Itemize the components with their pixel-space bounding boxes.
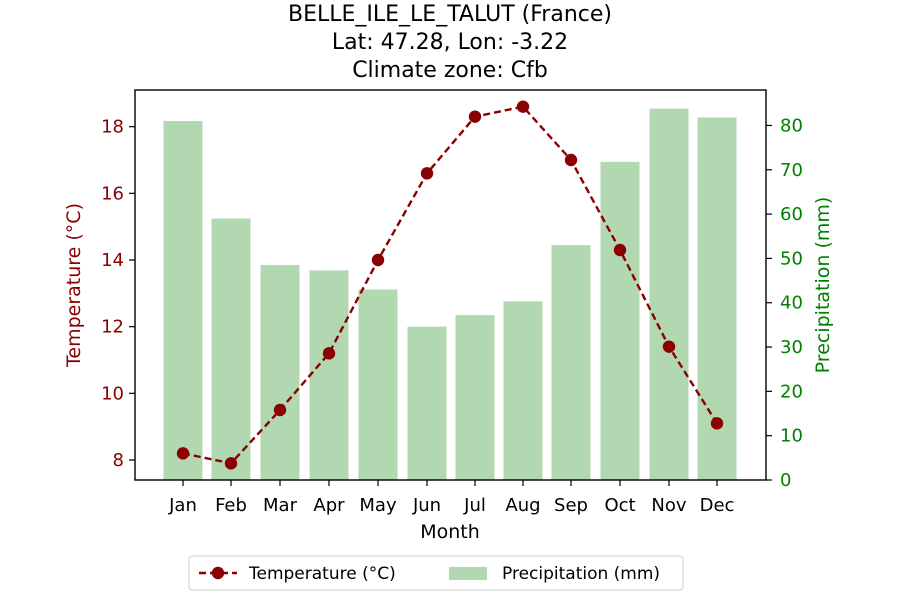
temperature-point-may: [371, 253, 385, 267]
precipitation-tick-label: 30: [780, 337, 803, 358]
temperature-line: [182, 105, 719, 465]
precipitation-bar-mar: [260, 265, 300, 480]
temperature-tick-label: 8: [113, 450, 124, 471]
month-tick-label: Aug: [505, 495, 540, 516]
legend-precipitation-label: Precipitation (mm): [502, 564, 660, 584]
month-tick-label: Nov: [651, 495, 686, 516]
temperature-point-nov: [662, 340, 676, 353]
chart-title-line-3: Climate zone: Cfb: [352, 58, 548, 83]
legend-box: [188, 555, 684, 591]
month-tick-label: Sep: [554, 495, 588, 516]
chart-title-line-1: BELLE_ILE_LE_TALUT (France): [288, 2, 612, 27]
precipitation-tick-label: 20: [780, 381, 803, 402]
temperature-tick-label: 16: [101, 183, 124, 204]
temperature-point-jan: [176, 447, 190, 460]
precipitation-bar-oct: [600, 161, 640, 480]
temperature-tick-label: 18: [101, 117, 124, 138]
precipitation-tick-label: 60: [780, 204, 803, 225]
month-tick-label: Oct: [604, 495, 635, 516]
plot-frame: [134, 89, 767, 481]
temperature-point-jun: [420, 167, 434, 180]
temperature-series: [176, 100, 724, 470]
precipitation-bar-jan: [163, 121, 203, 480]
legend: Temperature (°C) Precipitation (mm): [188, 555, 684, 591]
precipitation-tick-label: 0: [780, 470, 791, 491]
precipitation-bar-apr: [309, 270, 349, 480]
temperature-point-sep: [564, 153, 578, 167]
precipitation-tick-label: 70: [780, 160, 803, 181]
precipitation-bars: [163, 108, 737, 481]
precipitation-tick-label: 40: [780, 293, 803, 314]
precipitation-bar-jun: [407, 326, 447, 480]
month-axis: Jan Feb Mar Apr May Jun Jul Aug Sep Oct Nov Dec: [168, 480, 734, 516]
month-tick-label: Mar: [263, 495, 298, 516]
month-tick-label: Jul: [463, 495, 486, 516]
x-axis-label: Month: [420, 521, 480, 543]
temperature-axis-label: Temperature (°C): [63, 203, 85, 368]
precipitation-bar-sep: [551, 245, 591, 480]
precipitation-tick-label: 10: [780, 426, 803, 447]
month-tick-label: Jun: [412, 495, 441, 516]
temperature-tick-label: 14: [101, 250, 124, 271]
legend-precipitation-swatch: [449, 567, 487, 580]
temperature-point-oct: [613, 243, 627, 257]
month-tick-label: Jan: [168, 495, 197, 516]
precipitation-bar-aug: [503, 301, 543, 480]
legend-temperature-label: Temperature (°C): [248, 564, 396, 584]
temperature-point-jul: [468, 110, 482, 123]
month-tick-label: Dec: [700, 495, 735, 516]
temperature-point-dec: [710, 417, 724, 430]
precipitation-bar-may: [358, 289, 398, 480]
temperature-tick-label: 10: [101, 383, 124, 404]
precipitation-bar-nov: [649, 108, 689, 480]
temperature-point-feb: [224, 457, 238, 470]
precipitation-bar-feb: [211, 218, 251, 481]
month-tick-label: Feb: [215, 495, 247, 516]
month-tick-label: May: [359, 495, 397, 516]
precipitation-tick-label: 50: [780, 248, 803, 269]
temperature-point-aug: [516, 100, 530, 113]
chart-title: BELLE_ILE_LE_TALUT (France) Lat: 47.28, …: [288, 2, 612, 83]
temperature-tick-label: 12: [101, 317, 124, 338]
chart-title-line-2: Lat: 47.28, Lon: -3.22: [332, 30, 568, 55]
precipitation-bar-jul: [455, 315, 495, 480]
precipitation-axis: 0 10 20 30 40 50 60 70 80: [766, 115, 803, 491]
precipitation-tick-label: 80: [780, 115, 803, 136]
temperature-point-mar: [273, 403, 287, 417]
month-tick-label: Apr: [313, 495, 345, 516]
temperature-axis: 8 10 12 14 16 18: [101, 117, 135, 471]
temperature-point-apr: [322, 347, 336, 360]
precipitation-axis-label: Precipitation (mm): [812, 197, 834, 374]
legend-temperature-marker: [211, 566, 225, 580]
